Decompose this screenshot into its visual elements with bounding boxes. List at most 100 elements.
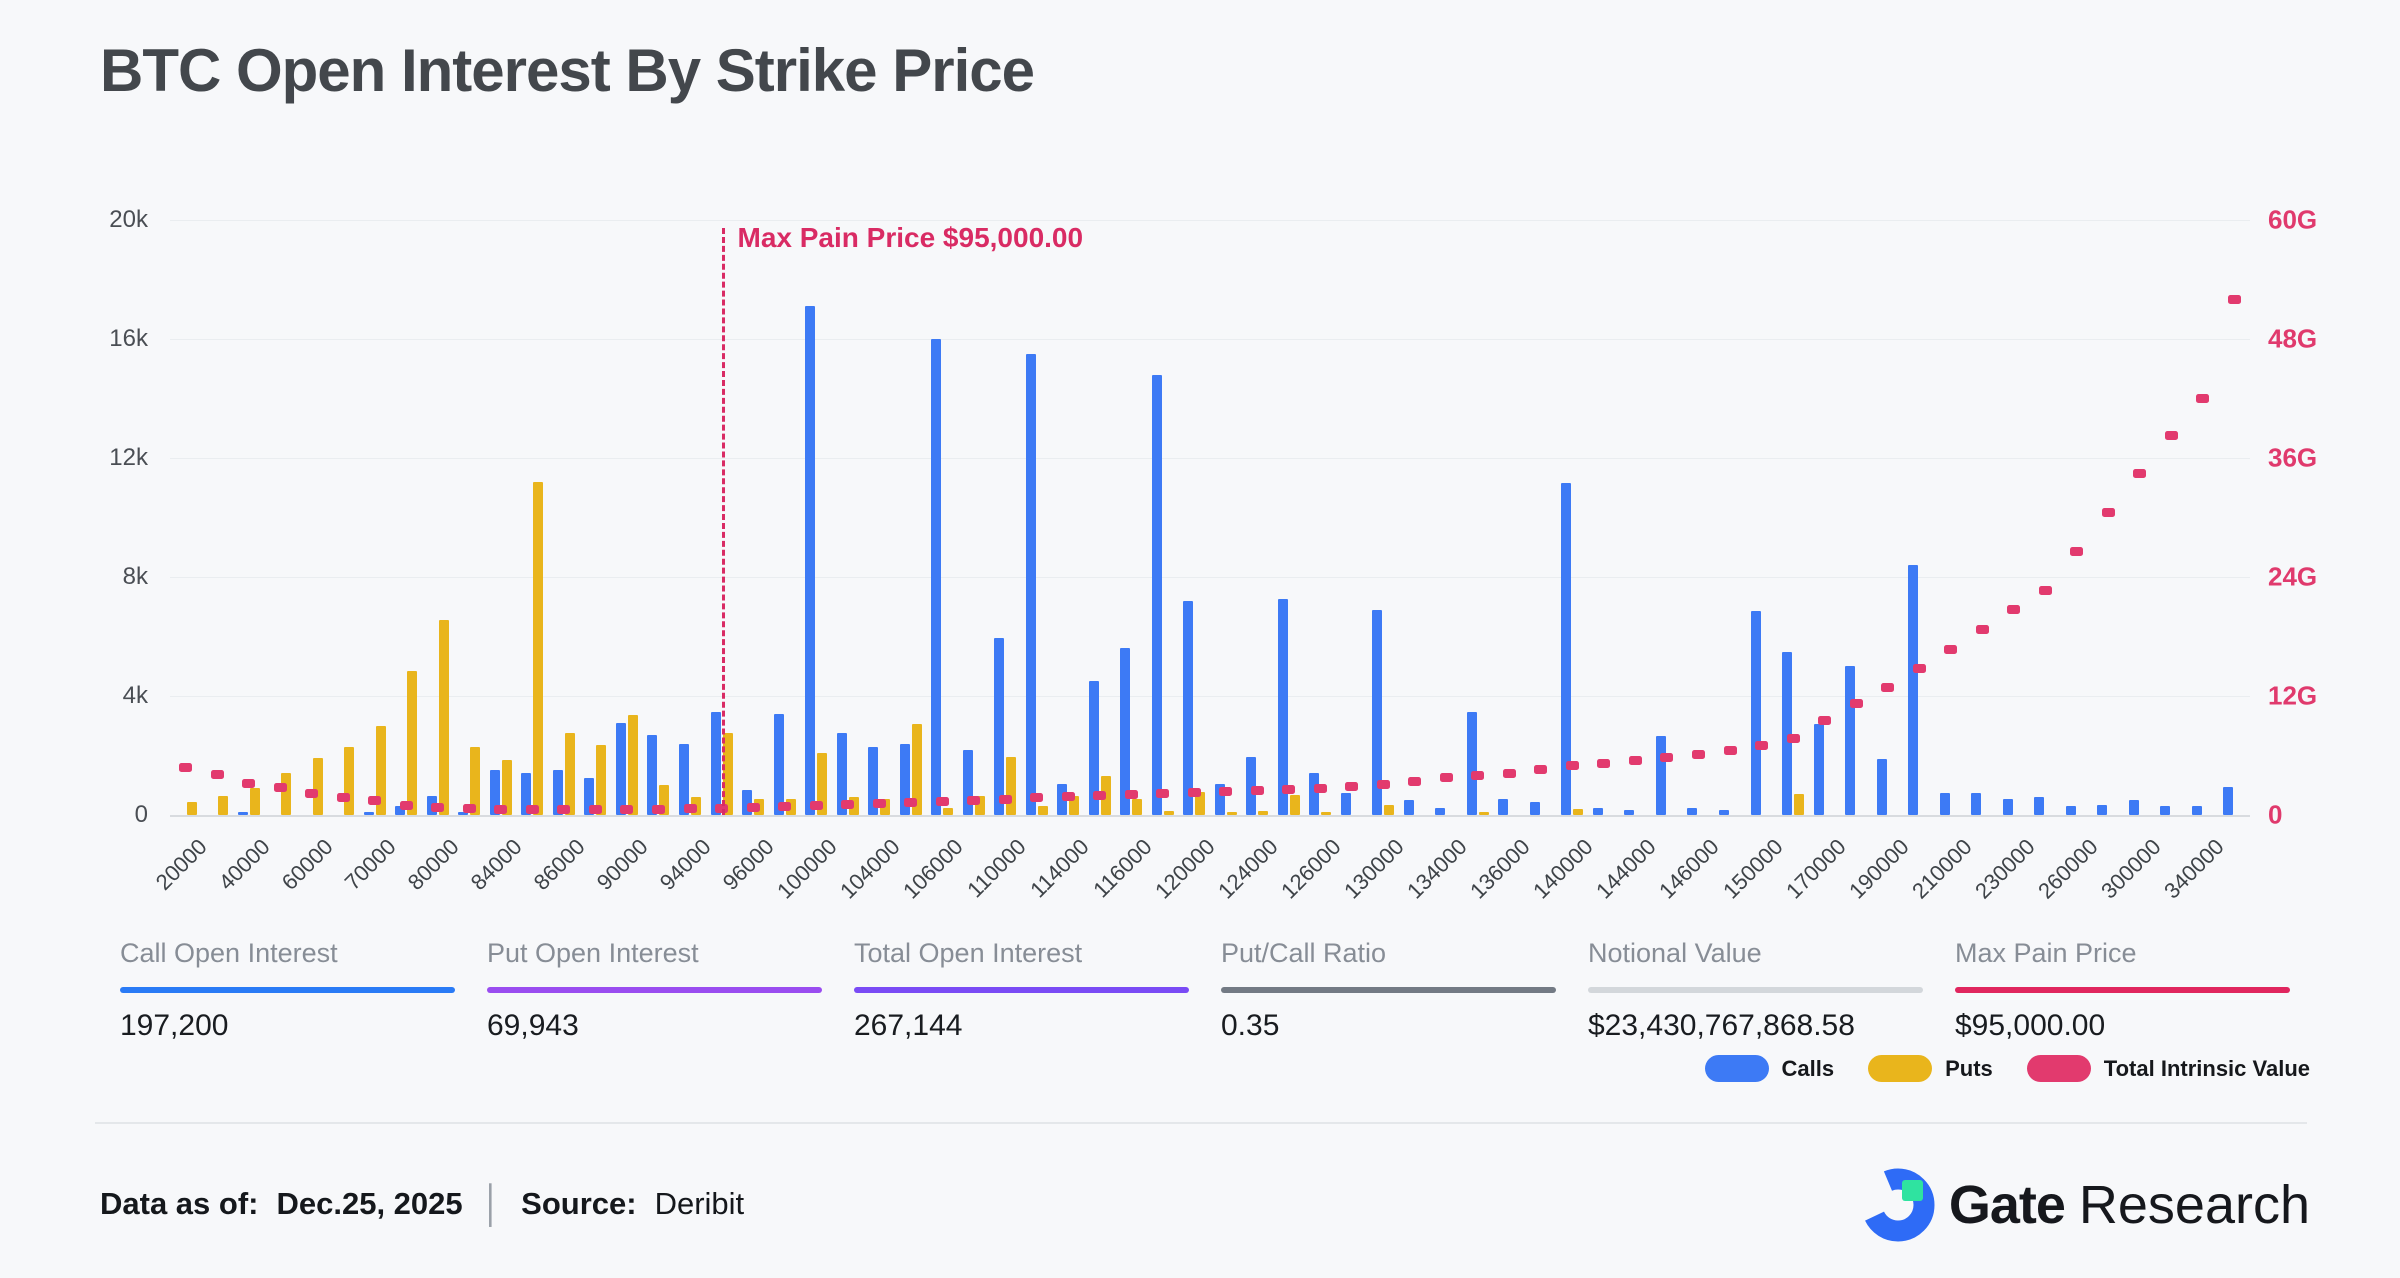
intrinsic-value-dot[interactable] [1975,625,1989,635]
intrinsic-value-dot[interactable] [1534,764,1548,774]
call-bar[interactable] [2097,804,2108,815]
put-bar[interactable] [1069,795,1080,815]
put-bar[interactable] [312,758,323,815]
intrinsic-value-dot[interactable] [1660,752,1674,762]
put-bar[interactable] [1384,805,1395,815]
call-bar[interactable] [489,770,500,815]
put-bar[interactable] [1195,791,1206,815]
call-bar[interactable] [1845,665,1856,815]
intrinsic-value-dot[interactable] [620,804,634,814]
intrinsic-value-dot[interactable] [1944,644,1958,654]
legend-item-total-intrinsic-value[interactable]: Total Intrinsic Value [2026,1055,2310,1082]
call-bar[interactable] [2128,800,2139,815]
call-bar[interactable] [1971,792,1982,815]
call-bar[interactable] [899,743,910,815]
call-bar[interactable] [615,722,626,815]
put-bar[interactable] [249,788,260,815]
call-bar[interactable] [521,773,532,815]
intrinsic-value-dot[interactable] [2007,605,2021,615]
call-bar[interactable] [237,812,248,815]
intrinsic-value-dot[interactable] [2227,294,2241,304]
call-bar[interactable] [1466,712,1477,815]
intrinsic-value-dot[interactable] [273,782,287,792]
call-bar[interactable] [395,806,406,815]
put-bar[interactable] [943,807,954,815]
call-bar[interactable] [1088,681,1099,815]
put-bar[interactable] [911,724,922,815]
intrinsic-value-dot[interactable] [1755,741,1768,751]
intrinsic-value-dot[interactable] [2101,508,2115,518]
call-bar[interactable] [836,733,847,815]
call-bar[interactable] [1592,808,1603,815]
call-bar[interactable] [1687,808,1698,815]
call-bar[interactable] [1498,798,1509,815]
put-bar[interactable] [218,795,229,815]
intrinsic-value-dot[interactable] [1881,682,1895,692]
intrinsic-value-dot[interactable] [1093,790,1107,800]
call-bar[interactable] [1277,599,1288,815]
intrinsic-value-dot[interactable] [872,799,886,809]
intrinsic-value-dot[interactable] [651,804,665,814]
put-bar[interactable] [627,715,638,815]
put-bar[interactable] [722,733,733,815]
intrinsic-value-dot[interactable] [1376,779,1390,789]
put-bar[interactable] [659,785,670,815]
intrinsic-value-dot[interactable] [1691,750,1705,759]
put-bar[interactable] [470,746,481,815]
call-bar[interactable] [773,713,784,815]
call-bar[interactable] [1025,353,1036,815]
intrinsic-value-dot[interactable] [1565,760,1579,770]
put-bar[interactable] [501,759,512,815]
intrinsic-value-dot[interactable] [525,805,539,815]
intrinsic-value-dot[interactable] [210,769,224,779]
call-bar[interactable] [2065,806,2076,815]
call-bar[interactable] [1183,600,1194,815]
put-bar[interactable] [1132,798,1143,815]
intrinsic-value-dot[interactable] [1502,768,1516,778]
intrinsic-value-dot[interactable] [179,762,193,772]
call-bar[interactable] [931,339,942,815]
call-bar[interactable] [962,749,973,815]
call-bar[interactable] [1151,374,1162,815]
intrinsic-value-dot[interactable] [683,804,697,814]
put-bar[interactable] [533,481,544,815]
call-bar[interactable] [1403,799,1414,815]
call-bar[interactable] [1214,783,1225,815]
intrinsic-value-dot[interactable] [1313,783,1327,793]
intrinsic-value-dot[interactable] [336,792,350,802]
intrinsic-value-dot[interactable] [368,795,382,805]
put-bar[interactable] [1226,812,1237,815]
put-bar[interactable] [1321,812,1332,815]
put-bar[interactable] [186,801,197,815]
put-bar[interactable] [1794,793,1805,815]
intrinsic-value-dot[interactable] [1156,788,1170,798]
put-bar[interactable] [1037,806,1048,815]
intrinsic-value-dot[interactable] [935,797,949,807]
put-bar[interactable] [1573,809,1584,815]
call-bar[interactable] [363,812,374,815]
intrinsic-value-dot[interactable] [1628,755,1642,765]
intrinsic-value-dot[interactable] [967,795,981,805]
intrinsic-value-dot[interactable] [1030,793,1044,803]
call-bar[interactable] [1624,810,1635,815]
intrinsic-value-dot[interactable] [841,800,855,810]
put-bar[interactable] [1478,812,1489,815]
call-bar[interactable] [1561,483,1572,815]
intrinsic-value-dot[interactable] [2196,394,2210,403]
call-bar[interactable] [647,734,658,815]
call-bar[interactable] [1813,723,1824,815]
intrinsic-value-dot[interactable] [1219,786,1233,796]
intrinsic-value-dot[interactable] [778,802,792,812]
call-bar[interactable] [1876,759,1887,815]
intrinsic-value-dot[interactable] [494,804,508,814]
put-bar[interactable] [596,745,607,815]
intrinsic-value-dot[interactable] [2070,546,2084,556]
intrinsic-value-dot[interactable] [2164,430,2178,440]
put-bar[interactable] [407,670,418,815]
intrinsic-value-dot[interactable] [1061,791,1075,801]
put-bar[interactable] [344,746,355,815]
intrinsic-value-dot[interactable] [462,803,476,813]
intrinsic-value-dot[interactable] [557,805,571,815]
call-bar[interactable] [1939,792,1950,815]
intrinsic-value-dot[interactable] [1723,746,1737,756]
